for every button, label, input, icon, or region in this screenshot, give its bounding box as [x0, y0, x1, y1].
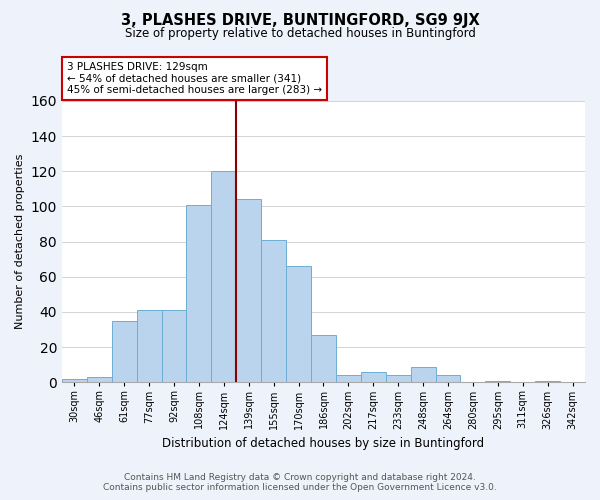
Bar [535, 380, 560, 382]
Bar [311, 335, 336, 382]
X-axis label: Distribution of detached houses by size in Buntingford: Distribution of detached houses by size … [163, 437, 485, 450]
Bar [112, 321, 137, 382]
Bar [187, 204, 211, 382]
Bar [87, 377, 112, 382]
Y-axis label: Number of detached properties: Number of detached properties [15, 154, 25, 330]
Bar [386, 376, 410, 382]
Bar [361, 372, 386, 382]
Text: Size of property relative to detached houses in Buntingford: Size of property relative to detached ho… [125, 28, 475, 40]
Bar [336, 376, 361, 382]
Text: 3 PLASHES DRIVE: 129sqm
← 54% of detached houses are smaller (341)
45% of semi-d: 3 PLASHES DRIVE: 129sqm ← 54% of detache… [67, 62, 322, 96]
Bar [261, 240, 286, 382]
Bar [410, 366, 436, 382]
Bar [236, 200, 261, 382]
Bar [211, 172, 236, 382]
Bar [161, 310, 187, 382]
Bar [62, 379, 87, 382]
Text: Contains HM Land Registry data © Crown copyright and database right 2024.
Contai: Contains HM Land Registry data © Crown c… [103, 473, 497, 492]
Bar [485, 380, 510, 382]
Bar [137, 310, 161, 382]
Text: 3, PLASHES DRIVE, BUNTINGFORD, SG9 9JX: 3, PLASHES DRIVE, BUNTINGFORD, SG9 9JX [121, 12, 479, 28]
Bar [286, 266, 311, 382]
Bar [436, 376, 460, 382]
